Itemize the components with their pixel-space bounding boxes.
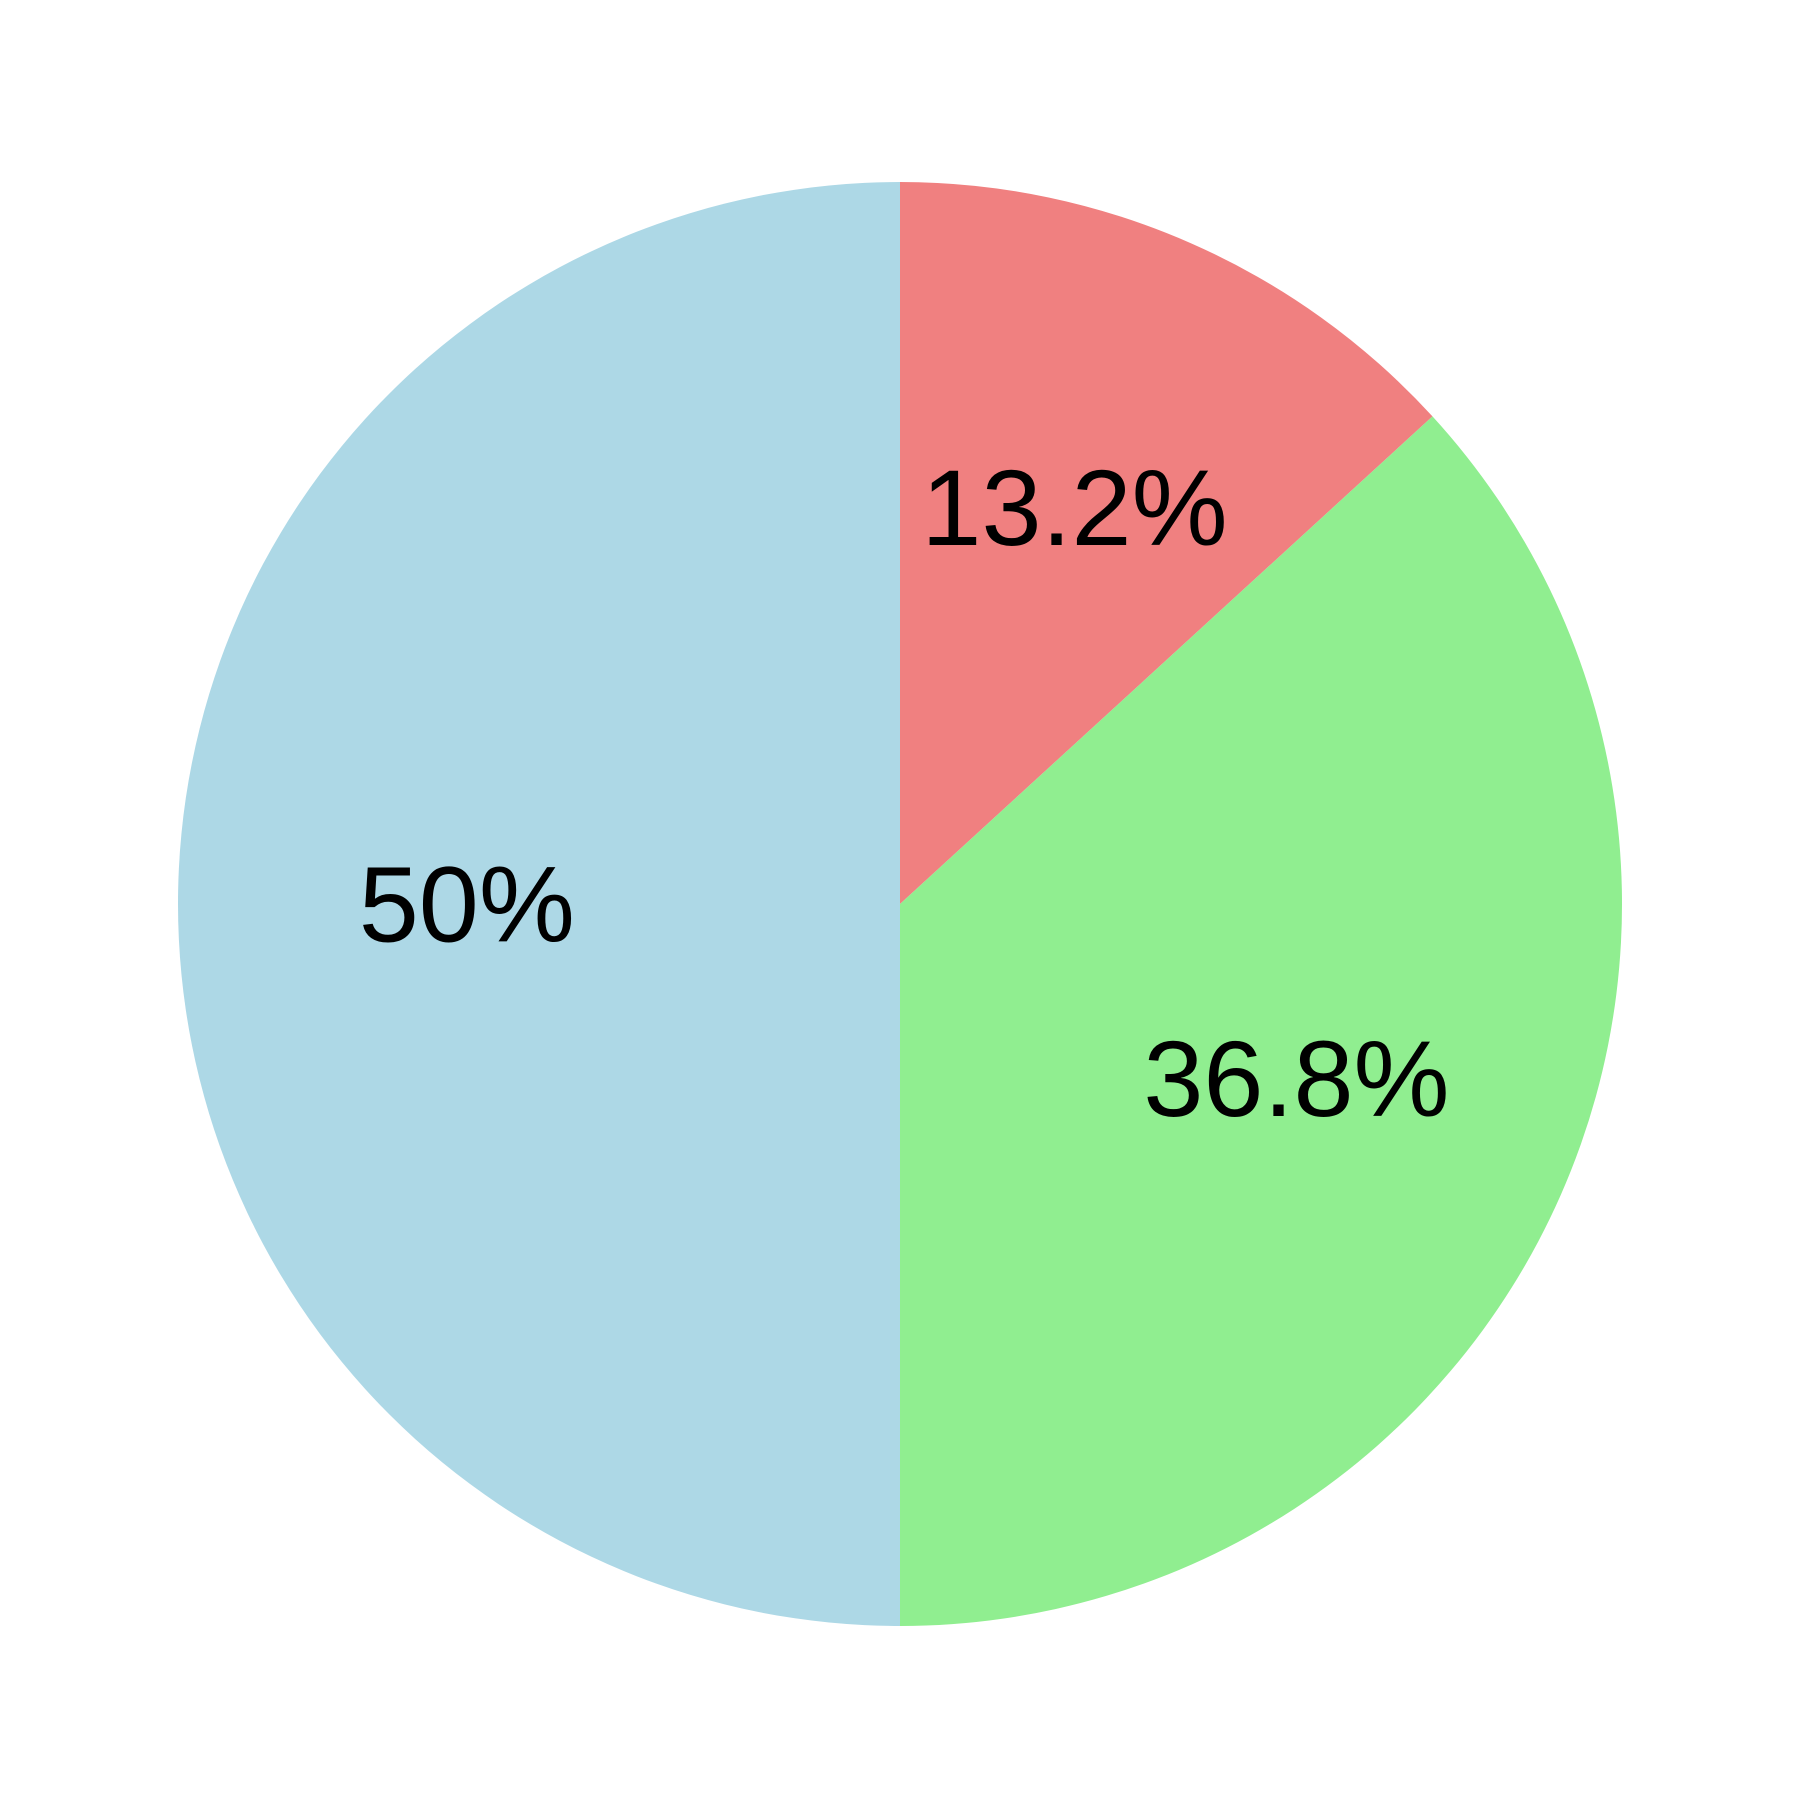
pie-slice-label-0: 13.2% bbox=[921, 447, 1227, 568]
pie-slice-1 bbox=[900, 416, 1623, 1627]
pie-slice-label-2: 50% bbox=[359, 844, 575, 965]
pie-slice-label-1: 36.8% bbox=[1143, 1018, 1449, 1139]
pie-slices bbox=[178, 182, 1623, 1627]
pie-labels: 13.2% 36.8% 50% bbox=[359, 447, 1450, 1139]
pie-slice-0 bbox=[900, 182, 1433, 904]
pie-slice-2 bbox=[178, 182, 900, 1626]
